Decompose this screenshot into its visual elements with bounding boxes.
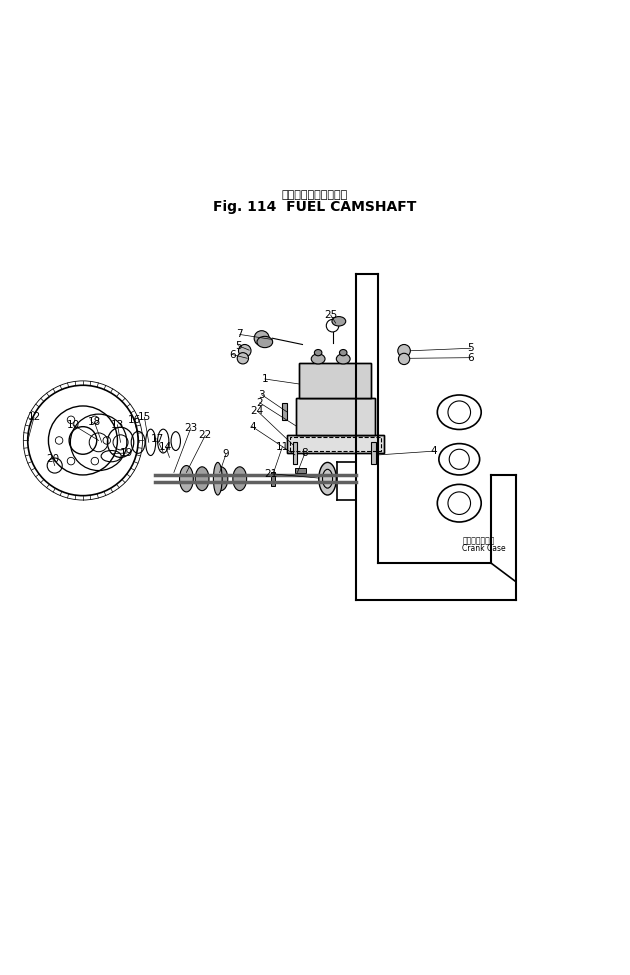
Text: 13: 13 [111, 420, 124, 430]
Bar [299, 364, 372, 398]
Text: Fig. 114  FUEL CAMSHAFT: Fig. 114 FUEL CAMSHAFT [214, 200, 416, 214]
Circle shape [398, 353, 410, 365]
Circle shape [398, 344, 410, 357]
Text: 7: 7 [236, 330, 243, 339]
Text: 17: 17 [151, 434, 164, 444]
Ellipse shape [214, 467, 228, 490]
Text: 4: 4 [431, 447, 437, 456]
Ellipse shape [314, 349, 322, 356]
Text: 22: 22 [198, 430, 212, 441]
Ellipse shape [332, 317, 346, 326]
Bar [372, 442, 376, 464]
Ellipse shape [214, 462, 222, 495]
Bar [290, 438, 381, 451]
Circle shape [238, 353, 248, 364]
Text: 19: 19 [120, 448, 134, 458]
Bar [287, 436, 384, 453]
Ellipse shape [319, 462, 336, 495]
Text: 12: 12 [27, 412, 40, 422]
Text: 9: 9 [222, 449, 229, 459]
Text: 18: 18 [88, 416, 101, 427]
Text: 14: 14 [159, 442, 173, 451]
Bar [296, 398, 375, 436]
Text: 5: 5 [467, 343, 474, 353]
Text: 6: 6 [467, 353, 474, 363]
Text: 4: 4 [249, 421, 256, 432]
Text: クランクケース: クランクケース [462, 536, 495, 545]
Text: Crank Case: Crank Case [462, 544, 506, 554]
Text: 5: 5 [235, 340, 242, 351]
Text: 2: 2 [256, 398, 263, 408]
Ellipse shape [233, 467, 246, 490]
Text: 15: 15 [138, 412, 151, 422]
Ellipse shape [180, 465, 193, 492]
Bar [296, 398, 375, 436]
Bar [293, 442, 297, 464]
Text: 3: 3 [258, 390, 265, 400]
Bar [287, 436, 384, 453]
Text: 8: 8 [302, 448, 308, 458]
Text: 20: 20 [46, 454, 59, 464]
Bar [282, 403, 287, 420]
Text: 23: 23 [184, 423, 197, 433]
Circle shape [254, 331, 269, 346]
Text: フェールカムシャフト: フェールカムシャフト [282, 189, 348, 200]
Text: 21: 21 [265, 469, 278, 479]
Circle shape [239, 344, 251, 357]
Bar [271, 472, 275, 486]
Text: 24: 24 [251, 406, 264, 416]
Bar [295, 468, 306, 473]
Text: 25: 25 [324, 310, 337, 320]
Text: 6: 6 [229, 349, 236, 360]
Text: 10: 10 [66, 420, 79, 430]
Bar [299, 364, 372, 398]
Text: 1: 1 [261, 374, 268, 384]
Ellipse shape [340, 349, 347, 356]
Ellipse shape [195, 467, 209, 490]
Text: 11: 11 [276, 442, 289, 451]
Text: 16: 16 [128, 415, 141, 425]
Ellipse shape [257, 336, 273, 348]
Ellipse shape [311, 354, 325, 364]
Ellipse shape [336, 354, 350, 364]
